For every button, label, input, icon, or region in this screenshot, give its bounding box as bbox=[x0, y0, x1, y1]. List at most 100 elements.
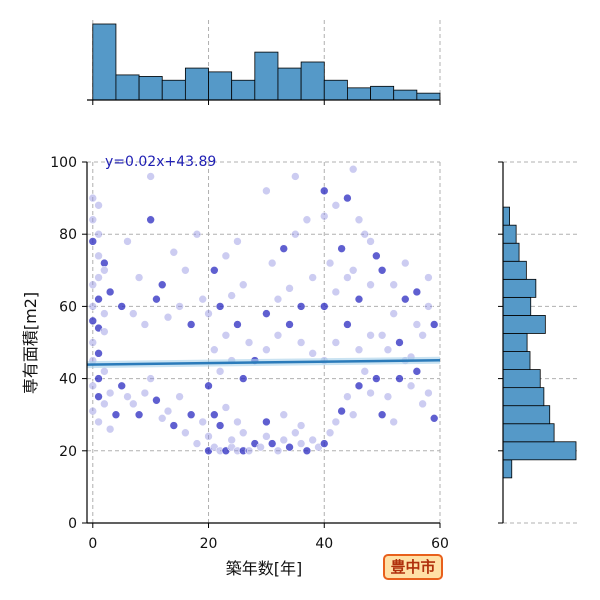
scatter-point bbox=[169, 421, 179, 430]
scatter-point bbox=[331, 201, 341, 210]
x-hist-bar bbox=[254, 51, 279, 101]
scatter-point bbox=[424, 273, 433, 282]
scatter-point bbox=[100, 309, 109, 318]
scatter-point bbox=[279, 435, 289, 445]
scatter-point bbox=[221, 403, 231, 412]
scatter-point bbox=[389, 309, 399, 318]
scatter-point bbox=[94, 392, 103, 401]
scatter-point bbox=[111, 410, 121, 420]
scatter-point bbox=[152, 395, 161, 405]
scatter-point bbox=[383, 392, 393, 401]
y-hist-bar bbox=[502, 260, 527, 280]
scatter-point bbox=[308, 273, 317, 282]
regression-line bbox=[86, 356, 441, 369]
scatter-point bbox=[215, 421, 225, 430]
scatter-point bbox=[389, 280, 399, 290]
x-hist-bar bbox=[300, 61, 325, 101]
scatter-point bbox=[94, 273, 103, 282]
scatter-point bbox=[319, 302, 329, 311]
scatter-point bbox=[140, 388, 150, 398]
scatter-point bbox=[175, 392, 184, 401]
scatter-point bbox=[400, 258, 410, 268]
x-hist-bar bbox=[323, 79, 348, 101]
y-histogram bbox=[498, 161, 580, 524]
scatter-point bbox=[308, 435, 317, 445]
scatter-point bbox=[377, 410, 387, 420]
scatter-point bbox=[221, 251, 231, 261]
x-tick-label: 20 bbox=[200, 536, 218, 552]
scatter-point bbox=[262, 432, 271, 441]
scatter-point bbox=[389, 417, 399, 427]
scatter-point bbox=[360, 229, 370, 239]
scatter-point bbox=[100, 367, 109, 376]
scatter-point bbox=[331, 287, 341, 297]
scatter-point bbox=[88, 193, 98, 203]
scatter-point bbox=[377, 265, 387, 275]
x-hist-bar bbox=[370, 85, 395, 101]
x-histogram bbox=[87, 20, 441, 105]
regression-equation: y=0.02x+43.89 bbox=[105, 154, 216, 170]
scatter-point bbox=[296, 338, 306, 347]
scatter-point bbox=[262, 309, 271, 318]
scatter-point bbox=[146, 172, 155, 181]
scatter-point bbox=[233, 320, 242, 329]
x-hist-bar bbox=[393, 89, 418, 101]
scatter-point bbox=[105, 388, 115, 398]
scatter-point bbox=[343, 193, 352, 203]
scatter-point bbox=[273, 446, 283, 456]
scatter-point bbox=[94, 201, 103, 210]
scatter-point bbox=[256, 442, 265, 452]
scatter-point bbox=[215, 302, 225, 311]
scatter-point bbox=[88, 280, 98, 290]
y-hist-bar bbox=[502, 387, 545, 407]
scatter-point bbox=[354, 381, 364, 391]
x-hist-bar bbox=[231, 79, 256, 101]
scatter-point bbox=[395, 374, 404, 383]
scatter-point bbox=[238, 374, 248, 383]
scatter-point bbox=[412, 287, 422, 297]
scatter-point bbox=[238, 280, 248, 290]
scatter-point bbox=[418, 330, 427, 340]
scatter-point bbox=[192, 439, 202, 448]
scatter-point bbox=[285, 442, 294, 452]
scatter-point bbox=[348, 265, 358, 275]
scatter-point bbox=[181, 265, 190, 275]
scatter-point bbox=[94, 294, 103, 304]
scatter-point bbox=[337, 406, 346, 416]
scatter-point bbox=[100, 327, 109, 336]
scatter-point bbox=[204, 309, 213, 318]
scatter-point bbox=[262, 186, 271, 196]
scatter-point bbox=[372, 251, 381, 261]
y-tick-label: 80 bbox=[59, 227, 77, 243]
main-grid bbox=[87, 161, 441, 524]
scatter-point bbox=[360, 367, 370, 376]
y-hist-bar bbox=[502, 296, 532, 316]
x-hist-bar bbox=[208, 71, 233, 101]
y-tick-label: 100 bbox=[50, 155, 77, 171]
scatter-point bbox=[100, 399, 109, 409]
scatter-point bbox=[348, 410, 358, 420]
scatter-point bbox=[88, 237, 98, 246]
scatter-point bbox=[429, 320, 439, 329]
scatter-point bbox=[238, 428, 248, 438]
scatter-point bbox=[418, 399, 427, 409]
scatter-point bbox=[198, 294, 208, 304]
scatter-point bbox=[94, 251, 103, 261]
y-hist-bar bbox=[502, 242, 520, 262]
scatter-point bbox=[325, 258, 335, 268]
scatter-point bbox=[366, 280, 375, 290]
scatter-point bbox=[215, 367, 225, 376]
scatter-point bbox=[424, 388, 433, 398]
scatter-point bbox=[354, 294, 364, 304]
scatter-point bbox=[267, 439, 277, 448]
x-hist-bar bbox=[347, 87, 371, 101]
scatter-point bbox=[146, 215, 155, 225]
scatter-point bbox=[279, 244, 289, 253]
city-badge: 豊中市 bbox=[383, 554, 443, 580]
scatter-point bbox=[88, 338, 98, 347]
scatter-point bbox=[406, 381, 416, 391]
scatter-point bbox=[302, 446, 312, 456]
scatter-point bbox=[227, 435, 236, 445]
scatter-point bbox=[302, 215, 312, 225]
